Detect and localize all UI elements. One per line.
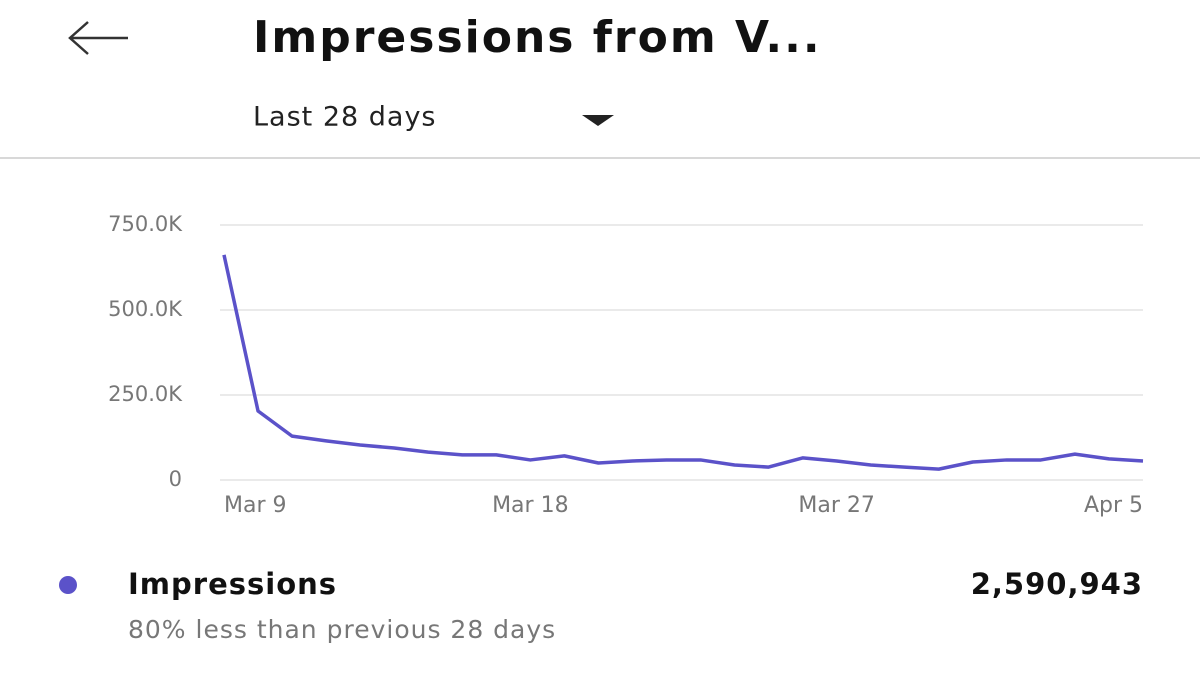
y-tick-label: 0 — [169, 467, 182, 491]
comparison-text: 80% less than previous 28 days — [128, 615, 556, 644]
series-line — [222, 254, 1144, 471]
y-tick-label: 750.0K — [108, 212, 183, 236]
x-tick-label: Mar 18 — [492, 493, 569, 518]
x-tick-label: Apr 5 — [1084, 493, 1143, 518]
legend-marker — [59, 576, 77, 594]
dropdown-caret — [582, 115, 614, 126]
total-value: 2,590,943 — [971, 567, 1143, 601]
chart: 0 250.0K 500.0K 750.0K Mar 9 Mar 18 Mar 27 Apr … — [108, 212, 1144, 518]
back-button[interactable] — [68, 21, 128, 55]
date-filter[interactable]: Last 28 days — [253, 102, 614, 133]
back-arrow-head — [68, 21, 89, 55]
legend-label: Impressions — [128, 567, 337, 601]
filter-label: Last 28 days — [253, 102, 437, 133]
x-tick-label: Mar 27 — [798, 493, 875, 518]
y-tick-label: 500.0K — [108, 297, 183, 321]
page-title: Impressions from V... — [253, 12, 822, 63]
x-tick-label: Mar 9 — [224, 493, 287, 518]
y-tick-label: 250.0K — [108, 382, 183, 406]
